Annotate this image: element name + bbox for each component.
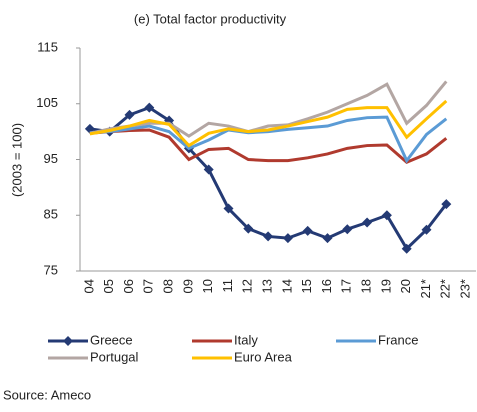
point-marker <box>362 217 373 228</box>
x-tick-label: 06 <box>121 279 136 293</box>
x-tick-label: 07 <box>141 279 156 293</box>
x-tick-label: 18 <box>359 279 374 293</box>
point-marker <box>441 199 452 210</box>
source: Source: Ameco <box>3 387 91 402</box>
x-tick-label: 20 <box>398 279 413 293</box>
series-line <box>89 115 448 164</box>
point-marker <box>203 164 214 175</box>
legend-label: France <box>378 332 418 347</box>
x-tick-label: 12 <box>240 279 255 293</box>
series-line <box>89 99 448 148</box>
x-tick-label: 05 <box>101 279 116 293</box>
x-tick-label: 08 <box>161 279 176 293</box>
x-tick-label: 13 <box>260 279 275 293</box>
legend-marker <box>63 336 73 346</box>
legend-label: Euro Area <box>234 349 293 364</box>
point-marker <box>401 243 412 254</box>
y-tick-label: 95 <box>44 151 58 166</box>
legend-label: Portugal <box>90 349 139 364</box>
x-tick-label: 22* <box>438 279 453 299</box>
x-tick-label: 15 <box>299 279 314 293</box>
point-marker <box>144 102 155 113</box>
point-marker <box>243 223 254 234</box>
y-tick-label: 75 <box>44 262 58 277</box>
y-tick-label: 85 <box>44 207 58 222</box>
point-marker <box>381 210 392 221</box>
point-marker <box>282 233 293 244</box>
point-marker <box>223 203 234 214</box>
point-marker <box>302 225 313 236</box>
point-marker <box>263 231 274 242</box>
point-marker <box>124 109 135 120</box>
x-tick-label: 16 <box>319 279 334 293</box>
x-tick-label: 04 <box>81 279 96 293</box>
y-tick-label: 105 <box>36 95 58 110</box>
x-tick-label: 17 <box>339 279 354 293</box>
x-tick-label: 21* <box>418 279 433 299</box>
legend-label: Italy <box>234 332 258 347</box>
x-tick-label: 11 <box>220 279 235 293</box>
x-tick-label: 23* <box>458 279 473 299</box>
series-line <box>89 128 448 165</box>
legend-label: Greece <box>90 332 133 347</box>
point-marker <box>342 224 353 235</box>
x-tick-label: 09 <box>180 279 195 293</box>
series-line <box>89 80 448 138</box>
x-tick-label: 19 <box>378 279 393 293</box>
y-axis-label: (2003 = 100) <box>9 123 24 197</box>
point-marker <box>421 224 432 235</box>
x-tick-label: 10 <box>200 279 215 293</box>
x-tick-label: 14 <box>279 279 294 293</box>
y-tick-label: 115 <box>37 39 58 54</box>
point-marker <box>322 233 333 244</box>
chart-title: (e) Total factor productivity <box>134 11 287 26</box>
